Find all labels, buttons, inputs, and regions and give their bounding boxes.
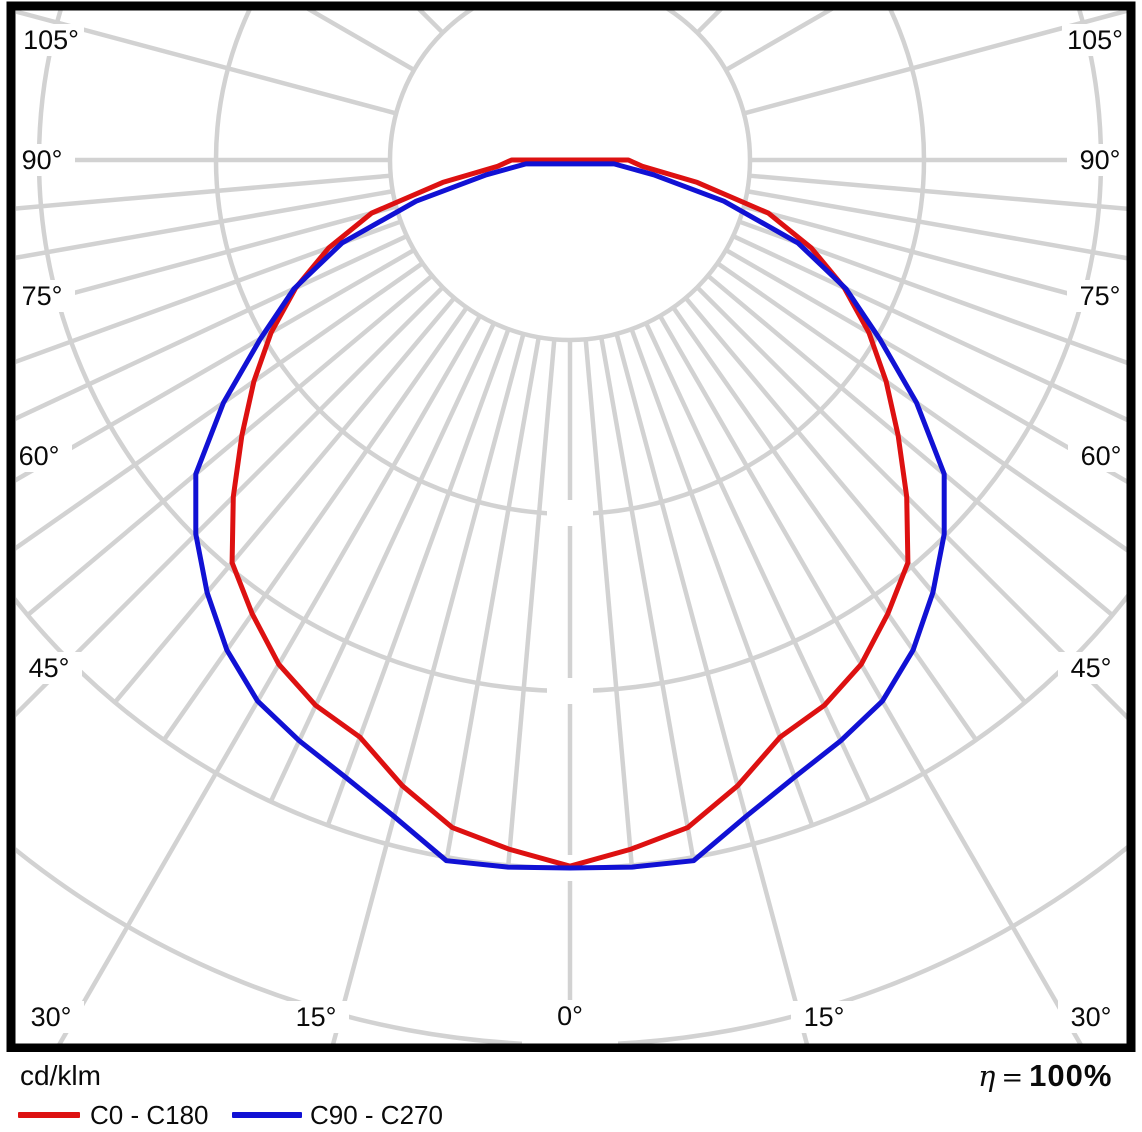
efficiency-readout: η = 100%	[978, 1058, 1138, 1098]
angle-tick-label: 105°	[1067, 25, 1123, 55]
legend-label-c0: C0 - C180	[90, 1100, 209, 1130]
angle-tick-label: 45°	[29, 653, 70, 683]
equals-sign: =	[1001, 1063, 1024, 1093]
polar-plot-area: 105° 90° 75° 60° 45° 30° 15° 0° 15° 30° 45° 60° 75° 9…	[16, 10, 1127, 1044]
angle-tick-label: 60°	[1081, 441, 1122, 471]
angle-tick-label: 15°	[804, 1002, 845, 1032]
angle-tick-label: 90°	[1080, 145, 1121, 175]
curve-c90-c270	[193, 161, 947, 871]
angle-tick-label: 30°	[1071, 1002, 1112, 1032]
chart-frame	[6, 1, 1136, 1052]
units-label: cd/klm	[20, 1060, 101, 1091]
angle-tick-label: 45°	[1071, 653, 1112, 683]
angle-tick-label: 75°	[1080, 281, 1121, 311]
angle-tick-label: 60°	[19, 441, 60, 471]
angle-tick-label: 15°	[296, 1002, 337, 1032]
legend-swatch-c0	[18, 1112, 80, 1118]
legend-swatch-c90	[232, 1112, 302, 1118]
eta-symbol: η	[978, 1059, 996, 1093]
legend: C0 - C180 C90 - C270	[0, 1098, 700, 1132]
angle-tick-label: 105°	[23, 25, 79, 55]
angle-tick-label: 30°	[31, 1002, 72, 1032]
angle-tick-label: 90°	[22, 145, 63, 175]
legend-label-c90: C90 - C270	[310, 1100, 443, 1130]
eta-value: 100%	[1029, 1058, 1113, 1093]
angle-tick-label: 75°	[22, 281, 63, 311]
angle-tick-label: 0°	[557, 1001, 583, 1031]
polar-grid	[16, 10, 1127, 1044]
polar-diagram: 105° 90° 75° 60° 45° 30° 15° 0° 15° 30° 45° 60° 75° 9…	[6, 1, 1136, 1052]
